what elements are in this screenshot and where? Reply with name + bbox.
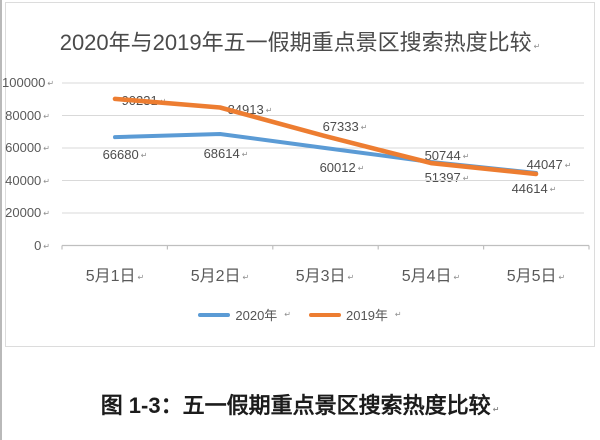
x-axis-tick-label: 5月4日 ↵ bbox=[401, 268, 461, 285]
y-axis-tick-label: 60000 ↵ bbox=[5, 140, 50, 155]
data-label: 67333 ↵ bbox=[322, 119, 368, 135]
data-label: 68614 ↵ bbox=[203, 146, 249, 161]
paragraph-mark-icon: ↵ bbox=[43, 111, 50, 121]
paragraph-mark-icon: ↵ bbox=[360, 123, 368, 133]
figure-caption: 图 1-3：五一假期重点景区搜索热度比较 ↵ bbox=[0, 388, 600, 420]
data-label: 84913 ↵ bbox=[227, 101, 273, 117]
y-axis-tick-label: 80000 ↵ bbox=[5, 107, 50, 123]
y-axis-tick-label: 20000 ↵ bbox=[5, 205, 50, 220]
paragraph-mark-icon: ↵ bbox=[558, 273, 566, 282]
legend-line-swatch-2019 bbox=[309, 312, 341, 317]
legend-item-2020: 2020年 ↵ bbox=[198, 305, 291, 324]
paragraph-mark-icon: ↵ bbox=[347, 273, 355, 282]
paragraph-mark-icon: ↵ bbox=[284, 310, 291, 319]
paragraph-mark-icon: ↵ bbox=[357, 163, 365, 173]
paragraph-mark-icon: ↵ bbox=[137, 273, 145, 282]
x-axis-tick-label: 5月1日 ↵ bbox=[85, 268, 145, 285]
paragraph-mark-icon: ↵ bbox=[549, 185, 557, 194]
page-left-edge bbox=[0, 0, 2, 440]
chart-title-text: 2020年与2019年五一假期重点景区搜索热度比较 bbox=[59, 30, 532, 55]
legend-item-2019: 2019年 ↵ bbox=[309, 305, 402, 324]
data-label: 90231 ↵ bbox=[121, 92, 167, 108]
paragraph-mark-icon: ↵ bbox=[462, 152, 470, 162]
x-axis-tick-label: 5月2日 ↵ bbox=[190, 268, 250, 285]
chart-legend: 2020年 ↵ 2019年 ↵ bbox=[0, 305, 600, 324]
legend-line-swatch-2020 bbox=[198, 312, 231, 317]
y-axis-tick-label: 0 ↵ bbox=[34, 237, 50, 253]
data-label: 50744 ↵ bbox=[424, 148, 470, 164]
paragraph-mark-icon: ↵ bbox=[492, 405, 500, 414]
paragraph-mark-icon: ↵ bbox=[43, 176, 50, 186]
legend-label-2020: 2020年 bbox=[235, 308, 278, 323]
paragraph-mark-icon: ↵ bbox=[265, 105, 273, 115]
data-label: 60012 ↵ bbox=[319, 159, 365, 175]
data-label: 44047 ↵ bbox=[526, 156, 572, 172]
paragraph-mark-icon: ↵ bbox=[462, 173, 470, 183]
paragraph-mark-icon: ↵ bbox=[159, 96, 167, 106]
paragraph-mark-icon: ↵ bbox=[453, 273, 461, 282]
paragraph-mark-icon: ↵ bbox=[47, 79, 55, 88]
paragraph-mark-icon: ↵ bbox=[533, 42, 541, 51]
data-label: 51397 ↵ bbox=[424, 169, 470, 185]
figure-caption-text: 图 1-3：五一假期重点景区搜索热度比较 bbox=[100, 393, 491, 418]
paragraph-mark-icon: ↵ bbox=[564, 160, 572, 170]
paragraph-mark-icon: ↵ bbox=[43, 144, 50, 153]
legend-label-2019: 2019年 bbox=[346, 308, 388, 323]
chart-title: 2020年与2019年五一假期重点景区搜索热度比较 ↵ bbox=[0, 25, 600, 57]
paragraph-mark-icon: ↵ bbox=[43, 241, 50, 251]
paragraph-mark-icon: ↵ bbox=[140, 151, 148, 161]
paragraph-mark-icon: ↵ bbox=[241, 150, 249, 159]
y-axis-tick-label: 100000 ↵ bbox=[2, 75, 55, 90]
paragraph-mark-icon: ↵ bbox=[394, 310, 402, 319]
x-axis-tick-label: 5月5日 ↵ bbox=[506, 268, 566, 285]
y-axis-tick-label: 40000 ↵ bbox=[5, 172, 50, 188]
data-label: 44614 ↵ bbox=[511, 181, 557, 196]
paragraph-mark-icon: ↵ bbox=[43, 209, 50, 218]
x-axis-tick-label: 5月3日 ↵ bbox=[295, 268, 355, 285]
paragraph-mark-icon: ↵ bbox=[242, 273, 250, 282]
data-label: 66680 ↵ bbox=[102, 147, 148, 163]
